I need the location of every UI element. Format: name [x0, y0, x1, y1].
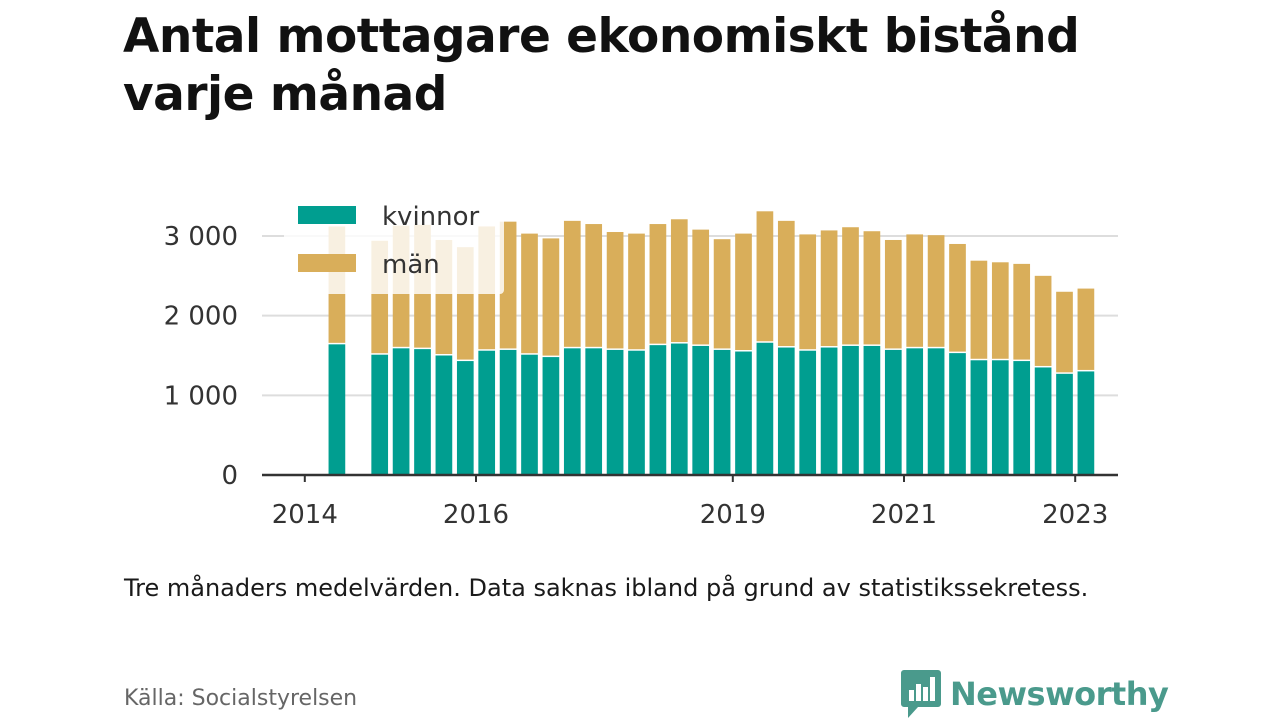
bar-man	[863, 231, 881, 345]
bar-kvinnor	[756, 342, 774, 475]
bar-man	[1056, 291, 1073, 373]
bar-kvinnor	[1056, 373, 1073, 475]
bars	[328, 211, 1095, 475]
bar-kvinnor	[842, 345, 859, 475]
bar-man	[842, 227, 859, 345]
bar-kvinnor	[628, 350, 645, 475]
bar-kvinnor	[777, 347, 795, 475]
bar-kvinnor	[371, 354, 389, 475]
bar-man	[563, 220, 581, 347]
bar-kvinnor	[649, 345, 667, 475]
legend-label: kvinnor	[382, 202, 480, 232]
bar-man	[906, 234, 924, 347]
bar-man	[1013, 263, 1031, 360]
bar-man	[1077, 288, 1095, 370]
bar-kvinnor	[863, 345, 881, 475]
legend-label: män	[382, 250, 440, 280]
bar-man	[542, 238, 560, 356]
bar-kvinnor	[692, 345, 710, 475]
bar-kvinnor	[1077, 371, 1095, 475]
y-tick-label: 1 000	[164, 381, 238, 411]
bar-man	[670, 219, 688, 343]
x-tick-label: 2016	[443, 500, 509, 530]
bar-kvinnor	[499, 349, 517, 475]
x-tick-label: 2014	[272, 500, 338, 530]
bar-kvinnor	[563, 348, 581, 475]
bar-man	[884, 239, 902, 349]
bar-kvinnor	[735, 351, 752, 475]
y-tick-label: 3 000	[164, 222, 238, 252]
legend: kvinnor män	[284, 190, 504, 294]
bar-kvinnor	[991, 360, 1009, 475]
bar-kvinnor	[328, 344, 346, 475]
bar-kvinnor	[456, 361, 474, 475]
bar-man	[756, 211, 774, 342]
bar-kvinnor	[542, 357, 560, 475]
bar-man	[585, 224, 603, 347]
chart-note: Tre månaders medelvärden. Data saknas ib…	[124, 574, 1089, 602]
bar-man	[521, 233, 538, 354]
bar-kvinnor	[970, 360, 988, 475]
bar-man	[927, 235, 945, 347]
bar-man	[799, 234, 817, 350]
x-tick-label: 2023	[1042, 500, 1108, 530]
bar-man	[628, 233, 645, 350]
bar-kvinnor	[949, 353, 966, 475]
bar-kvinnor	[1013, 361, 1031, 475]
bar-man	[777, 220, 795, 347]
bar-kvinnor	[906, 348, 924, 475]
legend-swatch	[298, 206, 356, 224]
bar-kvinnor	[1034, 367, 1052, 475]
bar-kvinnor	[713, 349, 731, 475]
bar-kvinnor	[884, 349, 902, 475]
bar-man	[735, 233, 752, 351]
bar-kvinnor	[799, 350, 817, 475]
bar-man	[991, 262, 1009, 359]
bar-kvinnor	[521, 354, 538, 475]
bar-kvinnor	[585, 348, 603, 475]
axes: 0 1 000 2 000 3 000 2014 2016 2019 2021 2023	[164, 222, 1118, 530]
bar-man	[606, 232, 624, 349]
bar-man	[820, 230, 838, 347]
legend-swatch	[298, 254, 356, 272]
chart-title: Antal mottagare ekonomiskt bistånd varje…	[123, 9, 1080, 122]
bar-kvinnor	[478, 350, 496, 475]
bar-kvinnor	[414, 349, 431, 475]
newsworthy-logo-icon	[901, 670, 941, 718]
bar-kvinnor	[392, 348, 410, 475]
bar-kvinnor	[606, 349, 624, 475]
bar-kvinnor	[927, 348, 945, 475]
brand-logo[interactable]: Newsworthy	[900, 668, 1169, 720]
source-label: Källa: Socialstyrelsen	[124, 686, 358, 711]
bar-man	[649, 224, 667, 344]
x-tick-label: 2021	[871, 500, 937, 530]
bar-kvinnor	[820, 347, 838, 475]
chart: 0 1 000 2 000 3 000 2014 2016 2019 2021 2023 kvi…	[163, 190, 1118, 530]
bar-kvinnor	[670, 343, 688, 475]
bar-man	[949, 243, 966, 352]
bar-man	[713, 239, 731, 349]
y-tick-label: 0	[221, 461, 238, 491]
bar-kvinnor	[435, 355, 453, 475]
bar-man	[692, 229, 710, 345]
bar-man	[1034, 275, 1052, 366]
x-tick-label: 2019	[700, 500, 766, 530]
brand-name: Newsworthy	[950, 675, 1169, 713]
bar-man	[970, 260, 988, 359]
y-tick-label: 2 000	[164, 302, 238, 332]
